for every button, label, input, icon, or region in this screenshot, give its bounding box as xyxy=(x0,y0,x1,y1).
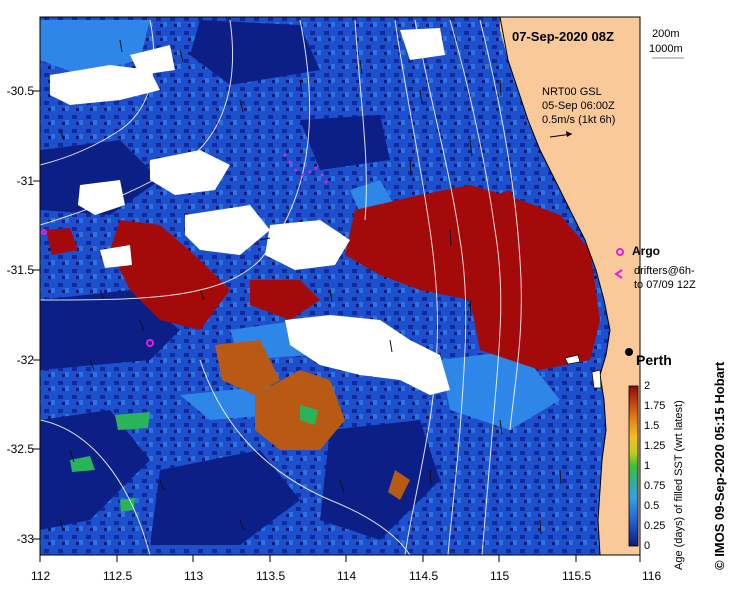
drifter-track xyxy=(283,153,328,184)
x-tick: 114.5 xyxy=(409,569,439,583)
x-tick: 112 xyxy=(31,569,51,583)
x-tick: 114 xyxy=(337,569,357,583)
coastline xyxy=(499,16,611,556)
drifters-legend-line2: to 07/09 12Z xyxy=(634,279,696,291)
colorbar-tick: 0.75 xyxy=(644,480,666,492)
colorbar-tick: 1.25 xyxy=(644,440,666,452)
colorbar-tick: 0.5 xyxy=(644,500,660,512)
city-label-perth: Perth xyxy=(636,352,672,368)
current-product: NRT00 GSL xyxy=(542,86,602,98)
current-scale: 0.5m/s (1kt 6h) xyxy=(542,114,616,126)
land xyxy=(500,17,640,555)
colorbar-tick: 1.5 xyxy=(644,420,660,432)
colorbar-tick: 0.25 xyxy=(644,520,666,532)
x-tick: 113.5 xyxy=(256,569,286,583)
y-tick: -32 xyxy=(16,353,34,367)
x-tick: 116 xyxy=(642,569,662,583)
argo-floats xyxy=(41,229,154,347)
drifter-legend-icon xyxy=(614,269,623,279)
dark-sst-patches xyxy=(40,20,440,545)
cloud-mask xyxy=(50,28,450,395)
colorbar-tick: 0 xyxy=(644,540,651,552)
colorbar-tick: 1 xyxy=(644,460,651,472)
drifters-legend-line1: drifters@6h- xyxy=(634,265,695,277)
y-tick: -31.5 xyxy=(6,263,34,277)
map-title: 07-Sep-2020 08Z xyxy=(512,29,614,44)
isobath-1000m: 1000m xyxy=(649,43,683,55)
x-tick: 115 xyxy=(490,569,510,583)
axis-ticks xyxy=(33,90,641,562)
y-tick: -32.5 xyxy=(6,442,34,456)
x-tick: 113 xyxy=(184,569,204,583)
argo-legend-label: Argo xyxy=(632,244,660,258)
perth-marker xyxy=(625,348,633,356)
colorbar-tick: 1.75 xyxy=(644,400,666,412)
x-tick: 112.5 xyxy=(103,569,133,583)
y-tick: -33 xyxy=(16,532,34,546)
current-date: 05-Sep 06:00Z xyxy=(542,100,615,112)
colorbar-tick: 2 xyxy=(644,380,651,392)
colorbar xyxy=(628,385,639,547)
isobath-200m: 200m xyxy=(652,28,680,40)
map-frame xyxy=(39,16,641,556)
isobath-contours xyxy=(39,19,522,556)
argo-legend-icon xyxy=(616,248,624,256)
x-tick: 115.5 xyxy=(562,569,592,583)
y-tick: -30.5 xyxy=(6,84,34,98)
coastal-islands xyxy=(564,354,602,389)
imos-credit: © IMOS 09-Sep-2020 05:15 Hobart xyxy=(712,361,727,570)
colorbar-title: Age (days) of filled SST (wrt latest) xyxy=(673,400,685,570)
current-vectors xyxy=(59,39,562,535)
age-green-patches xyxy=(70,405,318,512)
warm-sst-patches xyxy=(46,185,600,370)
y-tick: -31 xyxy=(16,174,34,188)
